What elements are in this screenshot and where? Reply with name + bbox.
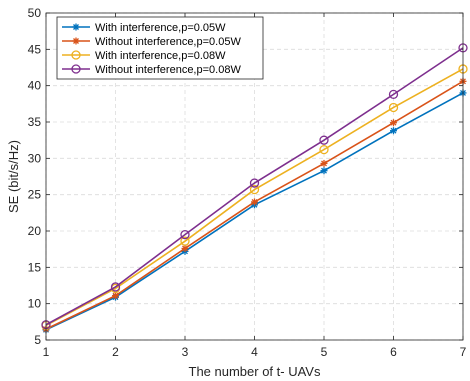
x-tick-label: 3 [182, 345, 189, 359]
legend-item: Without interference,p=0.05W [62, 36, 241, 48]
data-series [41, 43, 468, 334]
data-point [319, 144, 329, 155]
data-point [112, 292, 119, 300]
marker-stroke [390, 127, 397, 134]
legend-marker [72, 23, 80, 31]
legend-item: Without interference,p=0.08W [62, 64, 241, 76]
legend-label: Without interference,p=0.08W [95, 64, 241, 76]
legend-label: With interference,p=0.05W [95, 22, 226, 34]
x-tick-label: 5 [321, 345, 328, 359]
data-point [180, 229, 190, 240]
x-tick-label: 6 [390, 345, 397, 359]
y-tick-label: 10 [28, 297, 42, 311]
series-line [45, 68, 464, 327]
y-tick-label: 50 [28, 6, 42, 20]
legend-box [56, 16, 264, 80]
marker-stroke [321, 167, 327, 174]
marker-stroke [73, 24, 79, 30]
plot-frame [45, 12, 464, 341]
y-tick-label: 15 [28, 260, 42, 274]
y-tick-label: 45 [28, 42, 42, 56]
x-tick-label: 1 [43, 345, 50, 359]
marker-stroke [112, 292, 119, 299]
data-point [110, 282, 121, 292]
y-tick-label: 35 [28, 115, 42, 129]
legend-item: With interference,p=0.08W [62, 50, 226, 62]
marker-stroke [251, 198, 258, 205]
legend-item: With interference,p=0.05W [62, 22, 226, 34]
marker-stroke [73, 38, 79, 44]
data-point [319, 135, 329, 145]
marker-stroke [182, 245, 188, 252]
data-point [249, 178, 260, 188]
x-tick-label: 2 [112, 345, 119, 359]
y-axis-label: SE (bit/s/Hz) [6, 140, 21, 213]
y-tick-label: 20 [28, 224, 42, 238]
data-point [181, 244, 189, 252]
legend-marker [71, 64, 81, 74]
data-point [180, 236, 190, 246]
data-point [320, 159, 328, 167]
y-tick-label: 30 [28, 151, 42, 165]
legend-marker [72, 37, 80, 45]
legend-label: Without interference,p=0.05W [95, 36, 241, 48]
data-point [251, 198, 258, 206]
series-line [45, 47, 464, 326]
legend-marker [71, 50, 81, 60]
y-tick-label: 40 [28, 79, 42, 93]
marker-stroke [321, 160, 327, 167]
x-tick-label: 7 [460, 345, 467, 359]
series-2 [42, 77, 467, 333]
data-point [388, 89, 399, 100]
marker-stroke [390, 119, 397, 126]
x-axis-label: The number of t- UAVs [189, 364, 321, 379]
y-tick-label: 25 [28, 188, 42, 202]
legend-label: With interference,p=0.08W [95, 50, 226, 62]
data-point [249, 184, 260, 195]
y-tick-label: 5 [34, 333, 41, 347]
x-tick-label: 4 [251, 345, 258, 359]
data-point [390, 119, 397, 127]
legend: With interference,p=0.05W Without interfe… [56, 16, 264, 80]
data-point [320, 167, 328, 175]
data-point [390, 127, 397, 135]
data-point [388, 102, 399, 113]
